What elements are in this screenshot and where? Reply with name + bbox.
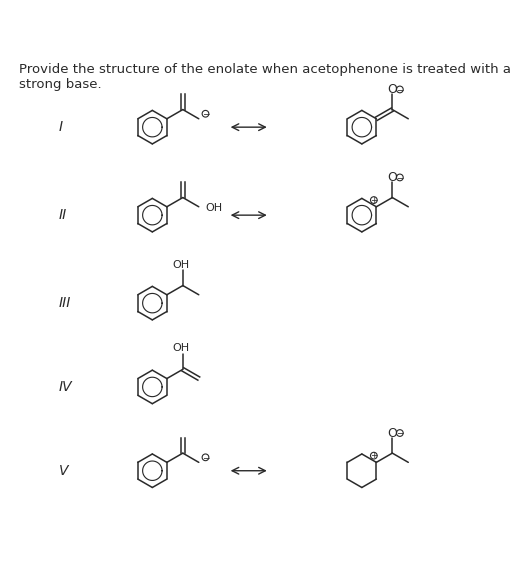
Text: −: − xyxy=(202,453,209,462)
Text: −: − xyxy=(396,173,404,182)
Text: OH: OH xyxy=(173,259,190,269)
Text: Provide the structure of the enolate when acetophenone is treated with a strong : Provide the structure of the enolate whe… xyxy=(20,63,511,90)
Text: +: + xyxy=(370,451,378,460)
Text: III: III xyxy=(58,296,71,310)
Text: I: I xyxy=(58,120,63,134)
Text: −: − xyxy=(202,109,209,118)
Text: OH: OH xyxy=(205,204,222,214)
Text: O: O xyxy=(388,427,397,440)
Text: OH: OH xyxy=(173,343,190,353)
Text: IV: IV xyxy=(58,380,72,394)
Text: +: + xyxy=(370,195,378,204)
Text: −: − xyxy=(396,85,404,94)
Text: O: O xyxy=(388,171,397,184)
Text: II: II xyxy=(58,208,67,222)
Text: −: − xyxy=(396,429,404,437)
Text: V: V xyxy=(58,464,68,478)
Text: O: O xyxy=(388,83,397,96)
